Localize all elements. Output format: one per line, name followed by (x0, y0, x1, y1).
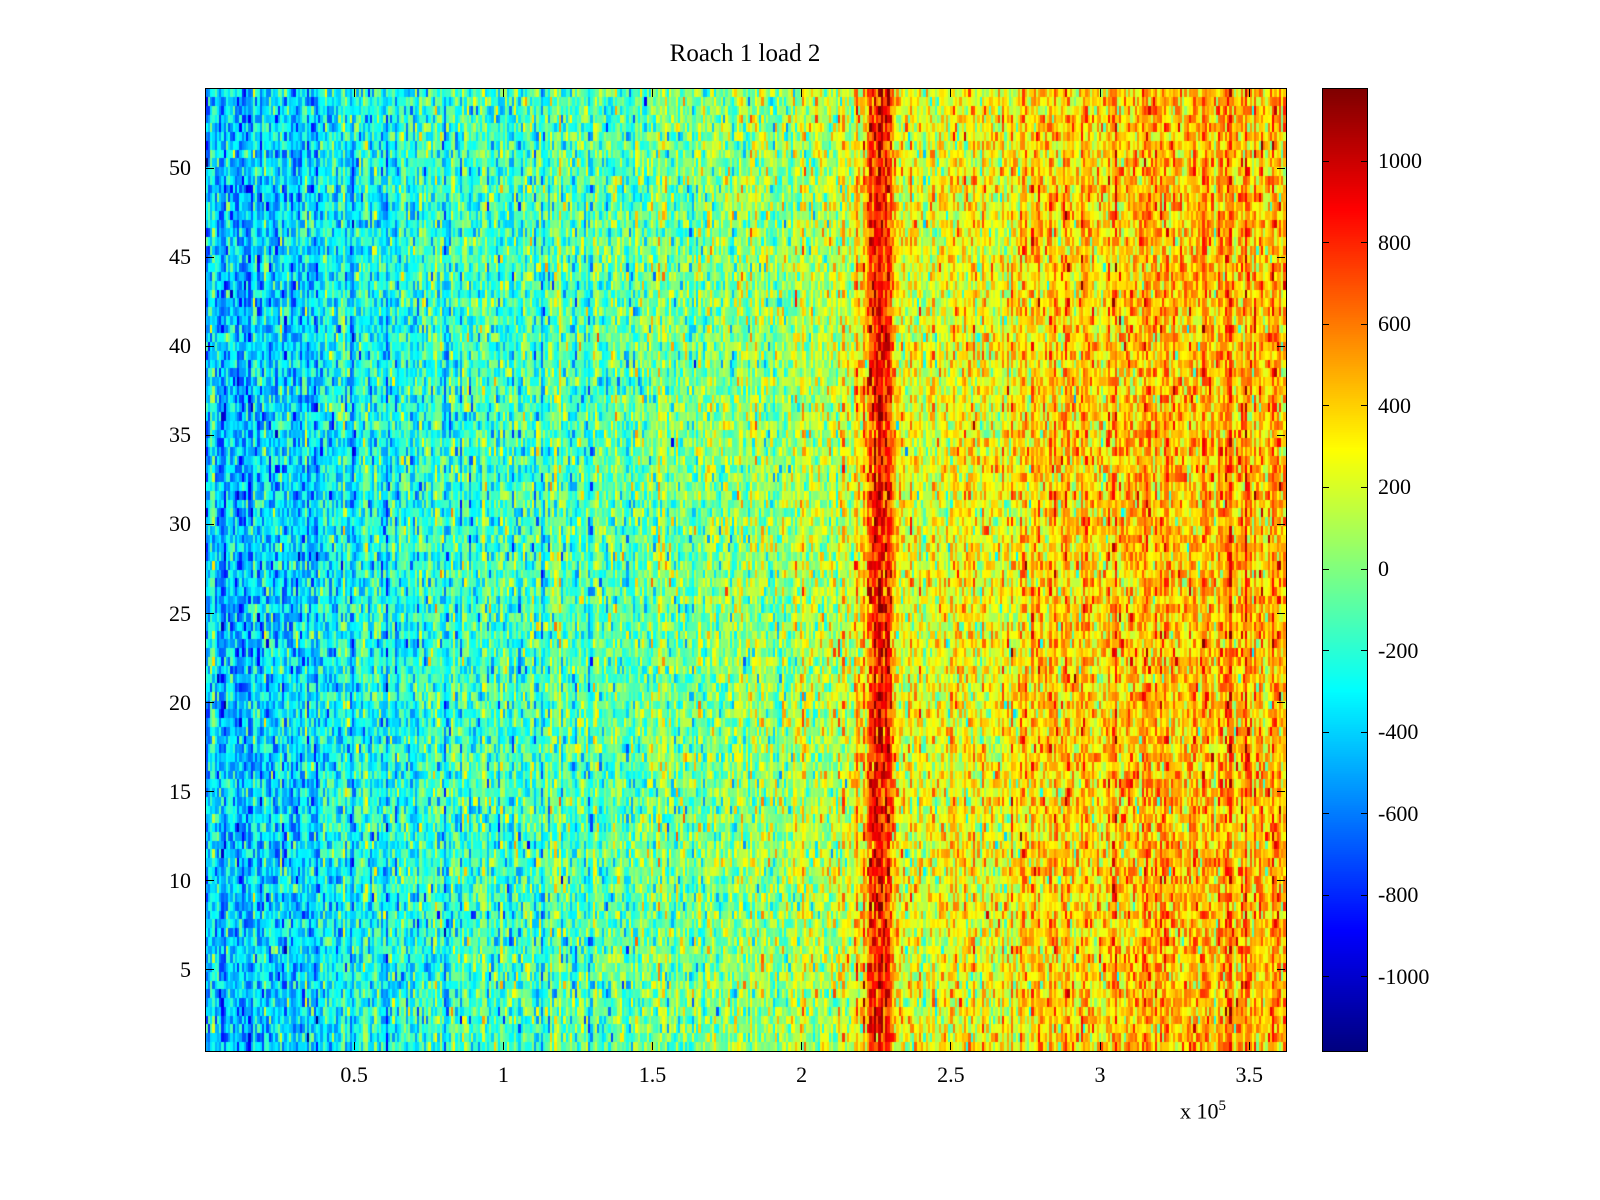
y-axis-tick-right (1277, 523, 1285, 525)
y-tick-label: 40 (169, 333, 191, 359)
x-axis-tick (502, 1042, 504, 1050)
y-tick-label: 15 (169, 778, 191, 804)
colorbar-tick-label: -400 (1378, 719, 1419, 745)
colorbar-tick-right (1361, 160, 1367, 162)
x-axis-tick (1248, 1042, 1250, 1050)
colorbar-tick-right (1361, 568, 1367, 570)
y-axis-tick-right (1277, 880, 1285, 882)
y-tick-label: 30 (169, 511, 191, 537)
colorbar-tick-label: -600 (1378, 800, 1419, 826)
x-axis-tick-top (353, 89, 355, 97)
y-tick-label: 45 (169, 244, 191, 270)
x-tick-label: 2.5 (937, 1062, 965, 1087)
x-axis-tick (1099, 1042, 1101, 1050)
colorbar-tick-right (1361, 813, 1367, 815)
colorbar-canvas (1323, 89, 1367, 1051)
x-axis-tick-top (652, 89, 653, 97)
y-axis-tick (206, 256, 214, 258)
y-tick-label: 35 (169, 422, 191, 448)
heatmap-plot-area (205, 88, 1287, 1052)
colorbar-tick-label: -1000 (1378, 963, 1430, 989)
x-axis-scale-label: x 105 (1180, 1098, 1226, 1124)
colorbar-tick-label: -200 (1378, 637, 1419, 663)
colorbar-tick (1323, 486, 1329, 488)
colorbar-tick (1323, 568, 1329, 570)
colorbar-tick-label: 400 (1378, 392, 1411, 418)
y-axis-tick (206, 345, 214, 347)
y-axis-tick-right (1277, 613, 1285, 615)
y-axis-tick-right (1277, 969, 1285, 971)
y-axis-tick-right (1277, 702, 1285, 704)
y-tick-label: 20 (169, 689, 191, 715)
y-axis-tick-right (1277, 167, 1285, 169)
x-axis-tick (801, 1042, 803, 1050)
y-tick-label: 50 (169, 155, 191, 181)
colorbar-tick-right (1361, 242, 1367, 244)
y-axis-tick (206, 523, 214, 525)
colorbar-tick-label: 200 (1378, 474, 1411, 500)
colorbar-tick (1323, 405, 1329, 407)
colorbar-tick-label: -800 (1378, 882, 1419, 908)
x-tick-label: 3 (1094, 1062, 1106, 1087)
colorbar-tick (1323, 242, 1329, 244)
y-axis-tick-right (1277, 345, 1285, 347)
x-axis-tick-top (950, 89, 952, 97)
x-tick-label: 2 (796, 1062, 808, 1087)
y-axis-tick-right (1277, 256, 1285, 258)
y-axis-tick (206, 880, 214, 882)
colorbar-tick (1323, 976, 1329, 978)
x-axis-tick-top (801, 89, 803, 97)
colorbar-tick-label: 1000 (1378, 148, 1422, 174)
colorbar-tick-label: 600 (1378, 311, 1411, 337)
colorbar-tick-right (1361, 486, 1367, 488)
y-axis-tick (206, 613, 214, 615)
y-axis-tick (206, 434, 214, 436)
colorbar-tick-label: 800 (1378, 229, 1411, 255)
colorbar-tick-label: 0 (1378, 556, 1389, 581)
x-axis-tick-top (502, 89, 504, 97)
colorbar-tick (1323, 813, 1329, 815)
colorbar-tick-right (1361, 405, 1367, 407)
x-axis-tick-top (1248, 89, 1250, 97)
x-tick-label: 1.5 (638, 1062, 667, 1087)
y-tick-label: 25 (169, 600, 191, 626)
y-axis-tick-right (1277, 791, 1285, 793)
colorbar-tick-right (1361, 976, 1367, 978)
y-axis-tick (206, 702, 214, 704)
x-axis-tick (353, 1042, 355, 1050)
colorbar (1322, 88, 1368, 1052)
colorbar-tick (1323, 894, 1329, 896)
colorbar-tick (1323, 323, 1329, 325)
y-tick-label: 5 (180, 956, 191, 982)
x-tick-label: 3.5 (1235, 1062, 1263, 1087)
x-tick-label: 0.5 (340, 1062, 368, 1087)
y-axis-tick (206, 791, 214, 793)
x-tick-label: 1 (497, 1062, 509, 1087)
colorbar-tick (1323, 650, 1329, 652)
x-scale-base: x 10 (1180, 1098, 1219, 1124)
y-axis-tick (206, 969, 214, 971)
x-axis-tick (652, 1042, 653, 1050)
plot-title: Roach 1 load 2 (669, 40, 821, 67)
y-tick-label: 10 (169, 867, 191, 893)
colorbar-tick-right (1361, 894, 1367, 896)
x-axis-tick (950, 1042, 952, 1050)
heatmap-canvas (206, 89, 1286, 1051)
y-axis-tick (206, 167, 214, 169)
colorbar-tick (1323, 160, 1329, 162)
colorbar-tick-right (1361, 323, 1367, 325)
y-axis-tick-right (1277, 434, 1285, 436)
colorbar-tick-right (1361, 731, 1367, 733)
x-scale-exponent: 5 (1218, 1098, 1227, 1114)
colorbar-tick (1323, 731, 1329, 733)
colorbar-tick-right (1361, 650, 1367, 652)
x-axis-tick-top (1099, 89, 1101, 97)
